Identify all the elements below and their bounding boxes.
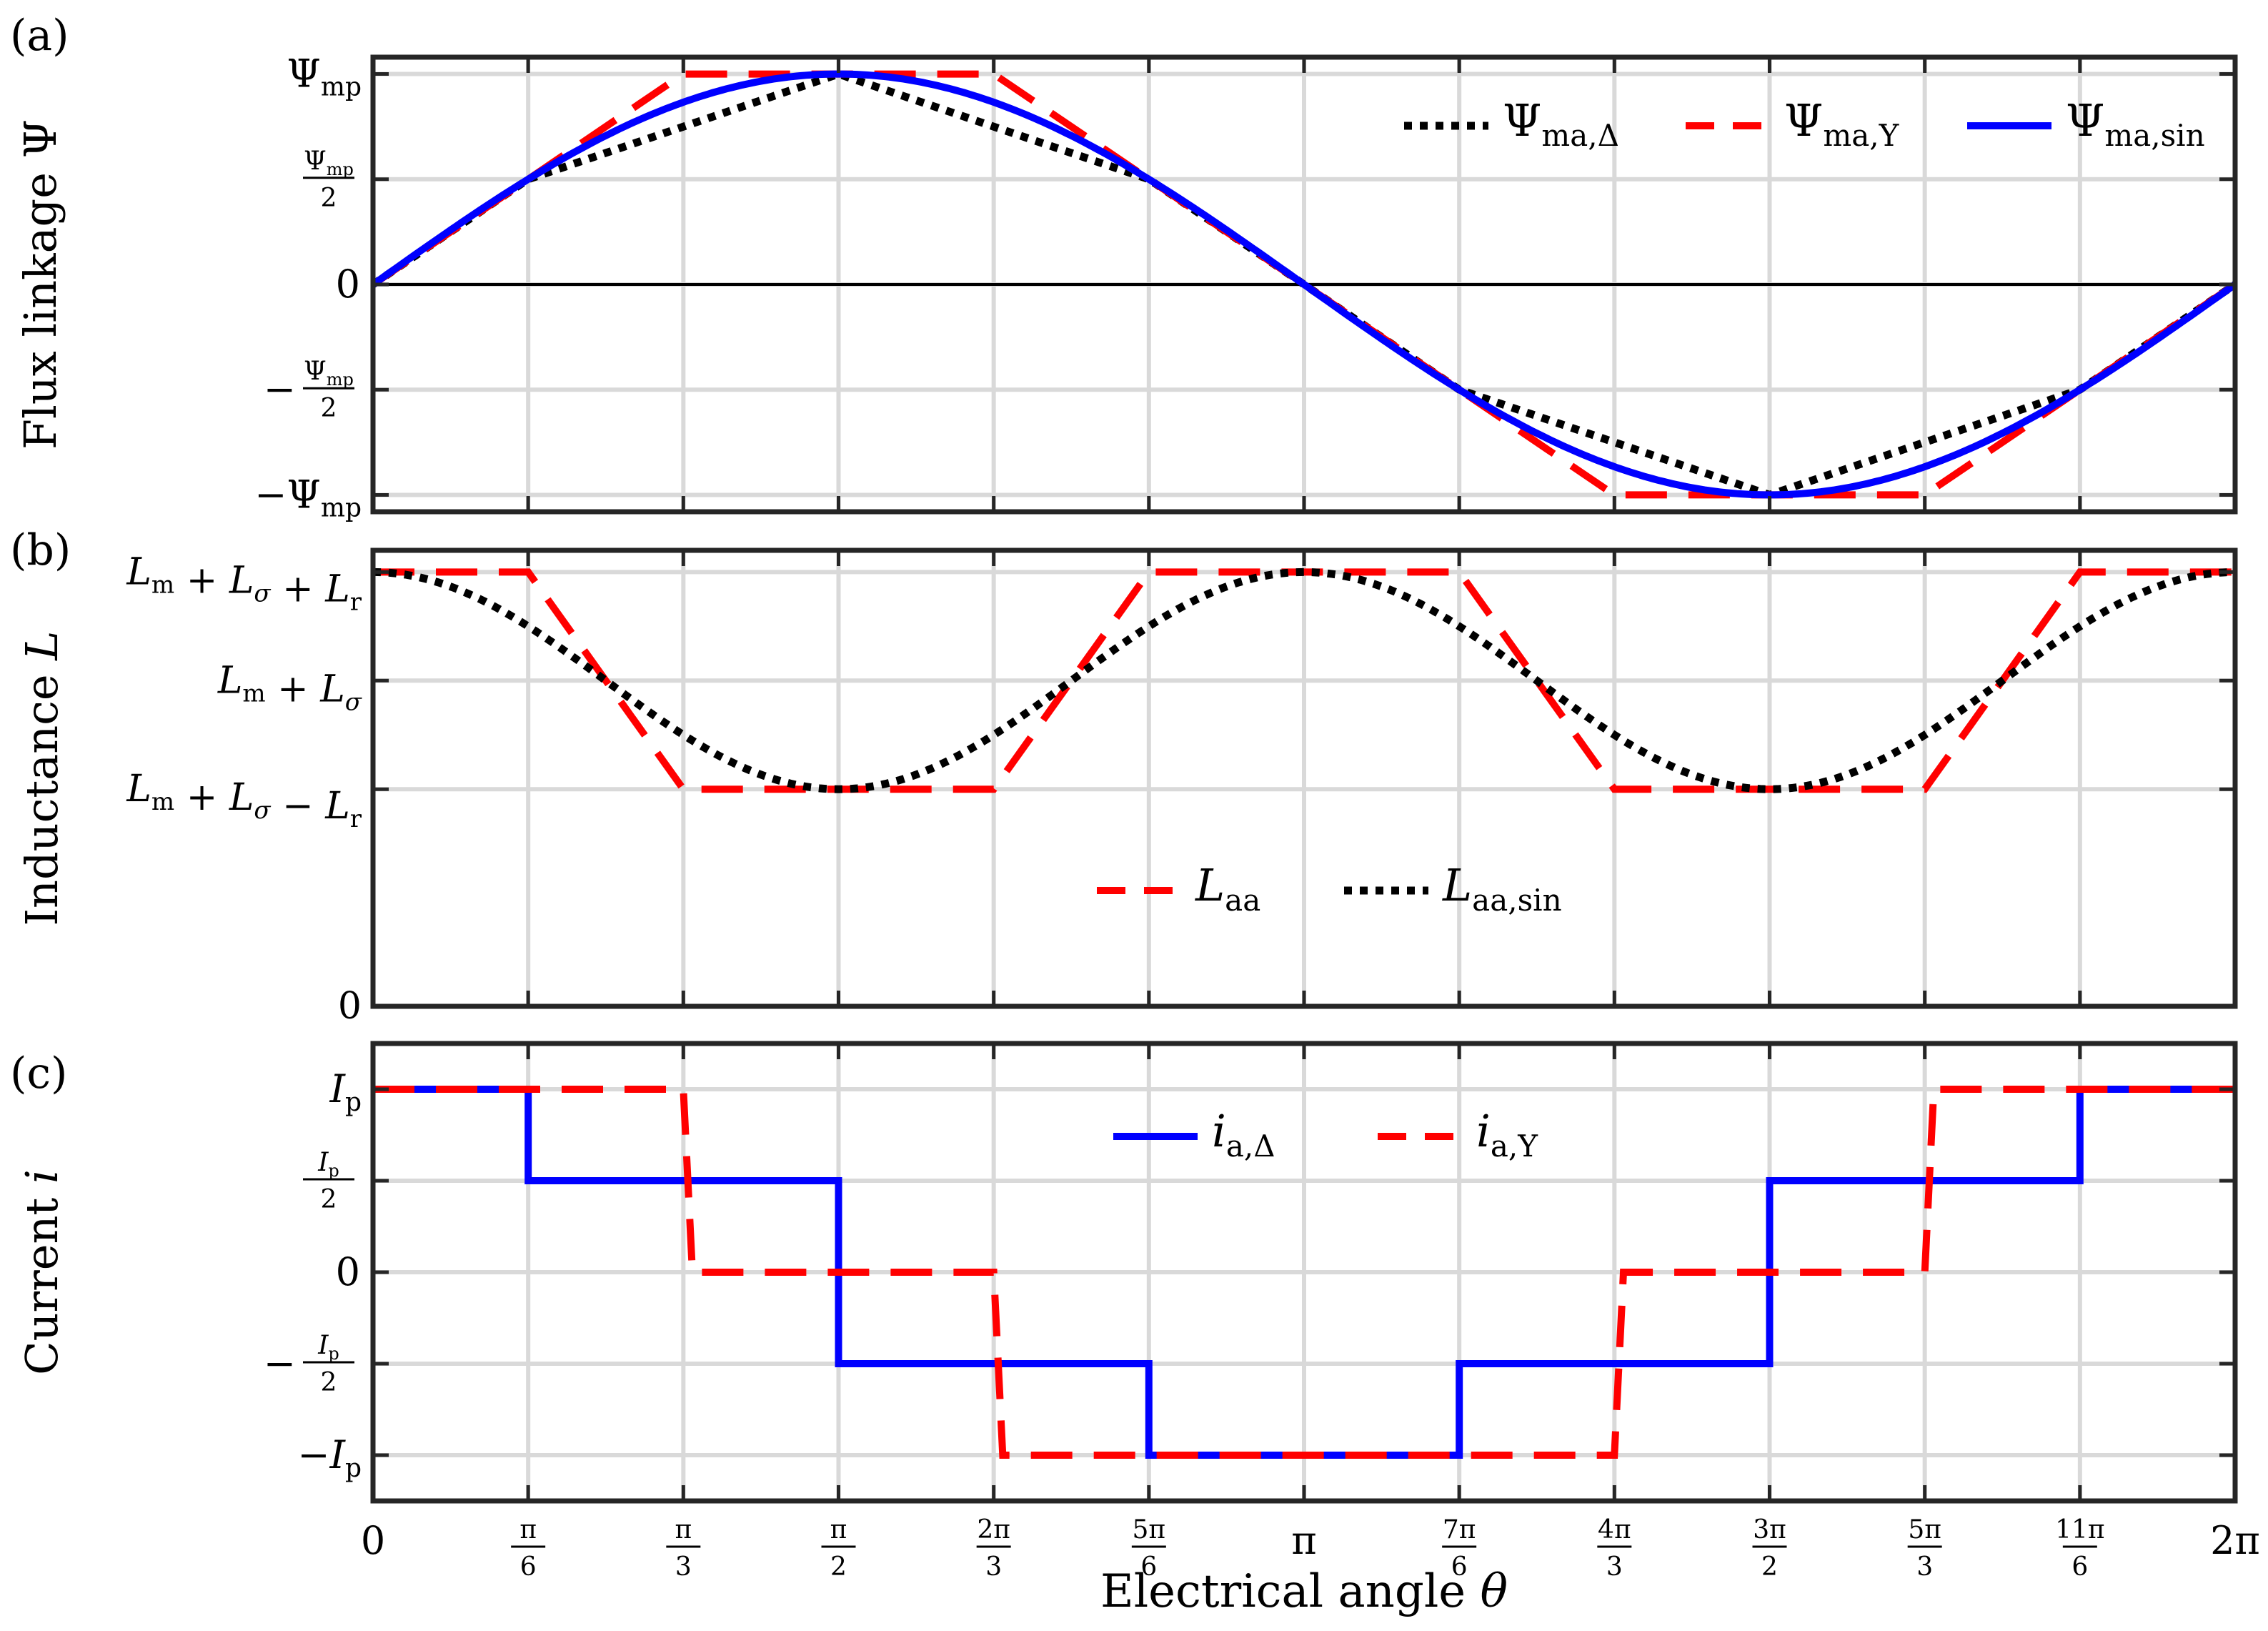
x-tick-label: 0 (361, 1518, 385, 1563)
y-tick-label: 0 (338, 985, 362, 1028)
series-line-ma (370, 69, 2238, 500)
y-tick-label: Ψmp (304, 147, 354, 179)
y-tick-label: 2 (321, 184, 337, 213)
x-tick-label: 2π (977, 1515, 1010, 1545)
y-tick-label: Lm + Lσ (217, 659, 362, 716)
y-tick-label: Lm + Lσ + Lr (126, 550, 362, 616)
legend-entry: Ψma,Y (1784, 94, 1900, 153)
x-tick-label: 6 (1140, 1552, 1157, 1582)
x-tick-label: π (519, 1515, 537, 1545)
legend-entry: Ψma,sin (2066, 94, 2205, 153)
y-tick-label: − (264, 367, 296, 412)
panel-label: (c) (10, 1048, 67, 1099)
x-tick-label: 5π (1133, 1515, 1166, 1545)
y-tick-label: 2 (321, 1368, 337, 1397)
legend-entry: ia,Δ (1212, 1105, 1275, 1164)
panel-label: (a) (10, 11, 69, 61)
x-tick-label: 2π (2210, 1518, 2260, 1563)
y-tick-label: Lm + Lσ − Lr (126, 768, 362, 833)
y-axis-label: Flux linkage Ψ (14, 119, 66, 450)
panel-label: (b) (10, 525, 71, 575)
y-tick-label: Ip (317, 1331, 339, 1364)
y-tick-label: Ψmp (304, 357, 354, 390)
x-tick-label: 3π (1753, 1515, 1786, 1545)
y-axis-label: Current i (16, 1169, 68, 1375)
y-axis-label: Inductance L (16, 631, 68, 926)
y-tick-label: 0 (336, 1249, 360, 1294)
legend-entry: Laa,sin (1442, 859, 1562, 918)
x-tick-label: 3 (985, 1552, 1002, 1582)
y-tick-label: 2 (321, 1185, 337, 1214)
x-tick-label: π (675, 1515, 692, 1545)
x-tick-label: π (830, 1515, 847, 1545)
x-tick-label: 5π (1908, 1515, 1941, 1545)
y-tick-label: 2 (321, 394, 337, 423)
y-tick-label: Ip (329, 1066, 362, 1117)
x-tick-label: π (1291, 1518, 1317, 1563)
legend-entry: Laa (1195, 859, 1260, 918)
x-tick-label: 3 (1916, 1552, 1933, 1582)
series-line-aY (373, 1086, 2235, 1459)
series-line-aasin (372, 567, 2236, 793)
y-tick-label: Ip (317, 1148, 339, 1181)
x-tick-label: 6 (1451, 1552, 1468, 1582)
x-tick-label: 11π (2055, 1515, 2104, 1545)
x-tick-label: 6 (520, 1552, 537, 1582)
x-tick-label: 3 (675, 1552, 692, 1582)
y-tick-label: Ψmp (287, 51, 362, 102)
x-tick-label: 2 (1761, 1552, 1778, 1582)
x-tick-label: 6 (2071, 1552, 2088, 1582)
y-tick-label: −Ψmp (254, 472, 362, 522)
legend-entry: ia,Y (1476, 1105, 1538, 1164)
x-tick-label: 7π (1443, 1515, 1476, 1545)
legend-entry: Ψma,Δ (1503, 94, 1619, 153)
y-tick-label: 0 (336, 262, 360, 307)
x-tick-label: 4π (1598, 1515, 1631, 1545)
y-tick-label: − (264, 1341, 296, 1386)
x-axis-label: Electrical angle θ (1100, 1565, 1508, 1618)
y-tick-label: −Ip (297, 1432, 362, 1483)
series-line-masin (371, 70, 2237, 499)
panel-b: Lm + Lσ + Lr Lm + Lσ Lm + Lσ − Lr 0 (b) Induc… (10, 525, 2238, 1028)
x-tick-label: 2 (830, 1552, 847, 1582)
x-tick-label: 3 (1606, 1552, 1623, 1582)
